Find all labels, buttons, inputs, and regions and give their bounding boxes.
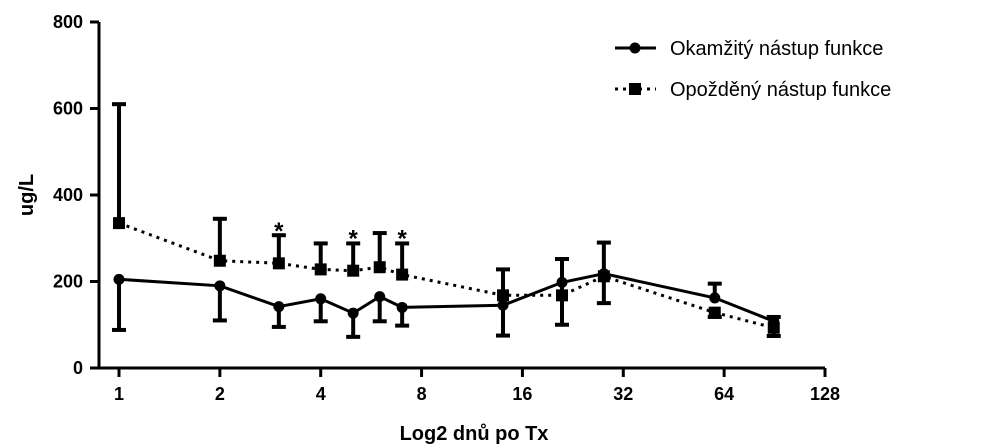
x-tick-label: 8 bbox=[417, 384, 427, 404]
y-tick-label: 200 bbox=[53, 272, 83, 292]
data-point-circle bbox=[273, 301, 285, 313]
y-axis-title: ug/L bbox=[16, 174, 38, 216]
y-ticks: 0 200 400 600 800 bbox=[53, 12, 99, 378]
series-opozdeny bbox=[112, 102, 781, 338]
data-point-square bbox=[347, 264, 360, 277]
legend-label-opozdeny: Opožděný nástup funkce bbox=[670, 79, 891, 101]
significance-asterisk: * bbox=[349, 225, 359, 252]
data-point-square bbox=[213, 254, 226, 267]
annotation-layer: * * * bbox=[274, 218, 407, 252]
data-point-circle bbox=[315, 293, 327, 305]
legend: Okamžitý nástup funkce Opožděný nástup f… bbox=[615, 38, 891, 101]
x-tick-label: 1 bbox=[114, 384, 124, 404]
axes: 0 200 400 600 800 1 2 4 8 16 32 64 128 ug/L Log2 dn… bbox=[16, 12, 840, 445]
data-point-square bbox=[113, 217, 125, 230]
legend-marker-circle bbox=[629, 42, 641, 54]
data-point-square bbox=[597, 270, 610, 283]
data-point-square bbox=[767, 321, 780, 334]
y-tick-label: 600 bbox=[53, 99, 83, 119]
x-tick-label: 4 bbox=[316, 384, 326, 404]
data-point-square bbox=[708, 306, 721, 319]
y-tick-label: 0 bbox=[73, 358, 83, 378]
series-line bbox=[118, 221, 775, 330]
data-point-circle bbox=[556, 276, 568, 288]
data-point-square bbox=[555, 289, 568, 302]
data-point-circle bbox=[497, 299, 509, 311]
data-point-circle bbox=[709, 292, 721, 304]
data-point-circle bbox=[214, 280, 226, 292]
x-tick-label: 128 bbox=[810, 384, 840, 404]
legend-label-okamzity: Okamžitý nástup funkce bbox=[670, 38, 883, 60]
data-point-square bbox=[373, 261, 386, 274]
series-okamzity bbox=[112, 240, 781, 339]
x-tick-label: 16 bbox=[512, 384, 532, 404]
x-tick-label: 2 bbox=[215, 384, 225, 404]
data-point-square bbox=[496, 289, 509, 302]
data-point-circle bbox=[374, 291, 386, 303]
series-layer bbox=[112, 102, 781, 339]
series-line bbox=[118, 272, 775, 323]
y-tick-label: 800 bbox=[53, 12, 83, 32]
x-tick-label: 32 bbox=[613, 384, 633, 404]
x-ticks: 1 2 4 8 16 32 64 128 bbox=[114, 368, 840, 404]
data-point-circle bbox=[347, 307, 359, 319]
significance-asterisk: * bbox=[397, 225, 407, 252]
x-tick-label: 64 bbox=[714, 384, 734, 404]
significance-asterisk: * bbox=[274, 218, 284, 245]
y-tick-label: 400 bbox=[53, 185, 83, 205]
data-point-circle bbox=[396, 301, 408, 313]
x-axis-title: Log2 dnů po Tx bbox=[400, 423, 549, 445]
legend-marker-square bbox=[629, 83, 641, 95]
data-point-square bbox=[272, 257, 285, 270]
data-point-square bbox=[396, 268, 409, 281]
data-point-square bbox=[314, 263, 327, 276]
data-point-circle bbox=[113, 273, 125, 285]
